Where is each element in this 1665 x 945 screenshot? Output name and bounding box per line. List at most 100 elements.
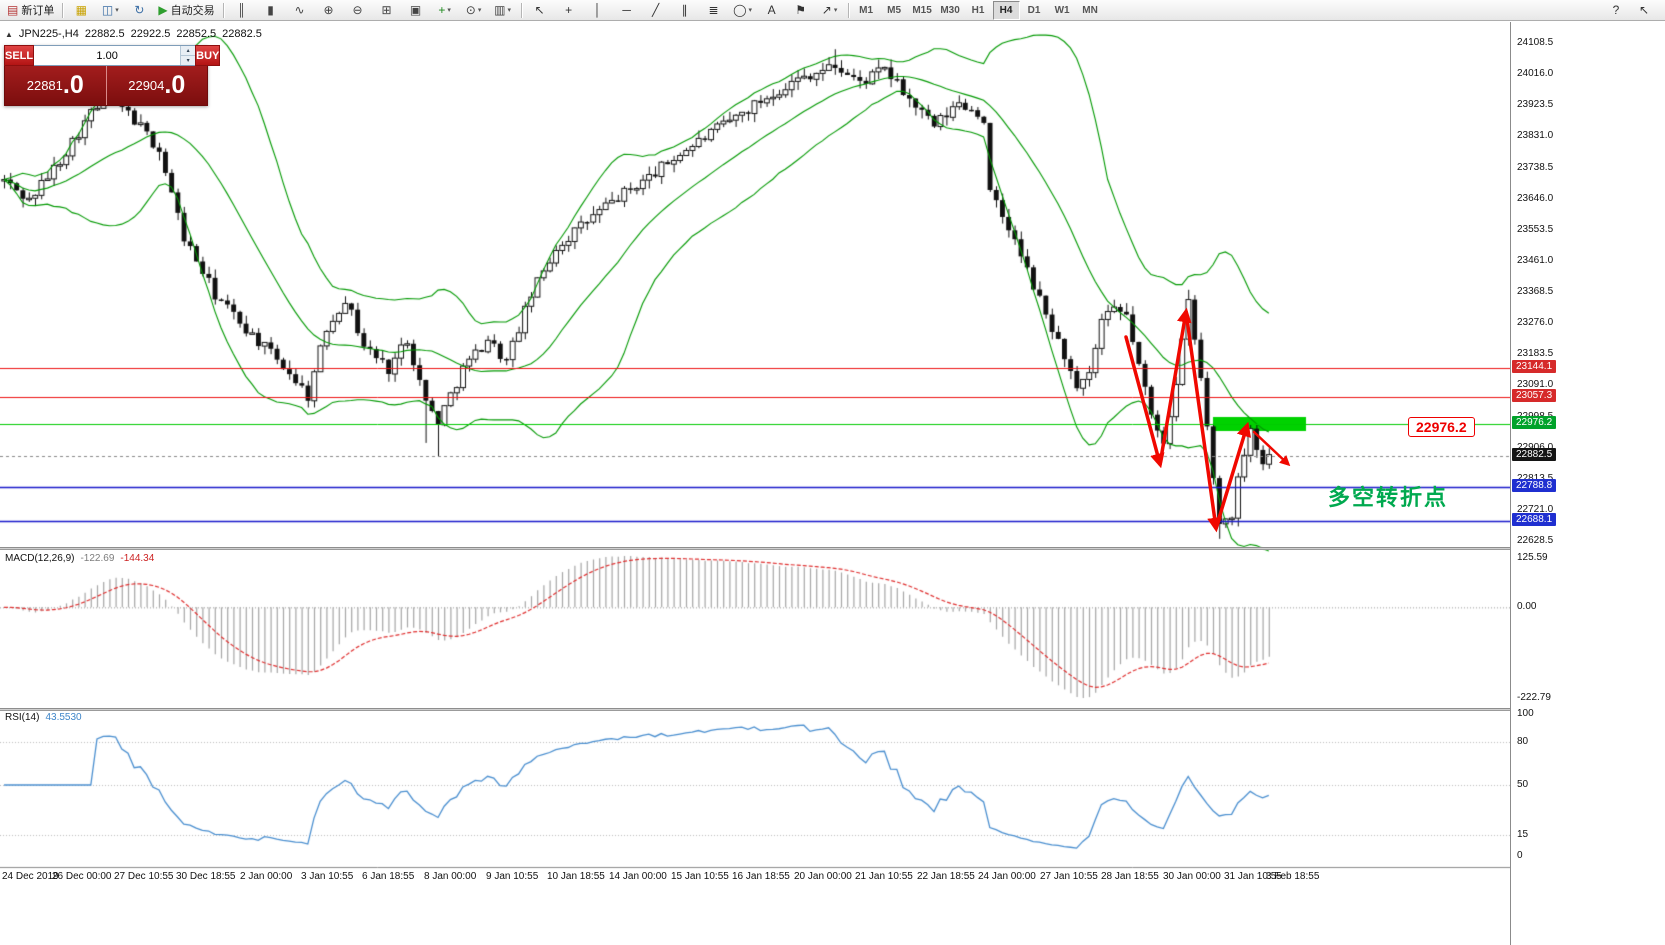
text-label-button[interactable]: ⚑ bbox=[787, 0, 815, 20]
timeframe-m1-button[interactable]: M1 bbox=[859, 4, 874, 16]
refresh-icon: ↻ bbox=[134, 3, 145, 17]
timeframe-d1-button[interactable]: D1 bbox=[1027, 4, 1041, 16]
candlestick-button[interactable]: ▮ bbox=[257, 0, 285, 20]
volume-input[interactable] bbox=[34, 46, 181, 65]
vertical-line-icon: │ bbox=[593, 3, 602, 17]
macd-name: MACD(12,26,9) bbox=[5, 553, 75, 564]
time-axis-label: 10 Jan 18:55 bbox=[547, 871, 605, 882]
macd-signal-value: -144.34 bbox=[120, 553, 155, 564]
new-chart-button[interactable]: ▦ bbox=[67, 0, 95, 20]
rsi-indicator-label: RSI(14) 43.5530 bbox=[5, 712, 82, 723]
timeframe-h4-button[interactable]: H4 bbox=[992, 0, 1020, 20]
timeframe-w1-button[interactable]: W1 bbox=[1054, 4, 1070, 16]
macd-scale-label: 0.00 bbox=[1517, 601, 1537, 613]
price-axis-label: 22906.0 bbox=[1517, 442, 1553, 453]
buy-price-main: 22904 bbox=[128, 78, 165, 93]
help-button[interactable]: ? bbox=[1602, 0, 1630, 20]
price-line-badge: 23144.1 bbox=[1512, 359, 1557, 373]
timeframe-m15-button[interactable]: M15 bbox=[912, 4, 932, 16]
buy-price-big-digit: .0 bbox=[164, 71, 186, 99]
arrows-icon: ↗ bbox=[821, 3, 832, 17]
zoom-in-button[interactable]: ⊕ bbox=[315, 0, 343, 20]
cascade-windows-icon: ▣ bbox=[409, 3, 422, 17]
sell-price[interactable]: 22881.0 bbox=[5, 66, 106, 105]
fibonacci-button[interactable]: ≣ bbox=[700, 0, 728, 20]
cascade-windows-button[interactable]: ▣ bbox=[402, 0, 430, 20]
time-axis-label: 30 Jan 00:00 bbox=[1163, 871, 1221, 882]
timeframe-m30-button[interactable]: M30 bbox=[940, 4, 960, 16]
templates-button[interactable]: ▥ ▾ bbox=[489, 0, 517, 20]
ohlc-close: 22882.5 bbox=[222, 28, 262, 40]
crosshair-button[interactable]: + bbox=[555, 0, 583, 20]
timeframe-mn-button[interactable]: MN bbox=[1082, 4, 1098, 16]
refresh-button[interactable]: ↻ bbox=[125, 0, 153, 20]
whats-this-icon: ↖ bbox=[1638, 3, 1650, 17]
zoom-out-icon: ⊖ bbox=[352, 3, 363, 17]
panel-separator-macd[interactable] bbox=[0, 547, 1665, 550]
indicators-button[interactable]: + ▾ bbox=[431, 0, 459, 20]
zoom-out-button[interactable]: ⊖ bbox=[344, 0, 372, 20]
bar-chart-button[interactable]: ║ bbox=[228, 0, 256, 20]
chart-window[interactable]: ▲ JPN225-,H4 22882.5 22922.5 22852.5 228… bbox=[0, 22, 1665, 945]
profiles-button[interactable]: ◫ ▾ bbox=[96, 0, 124, 20]
fibonacci-icon: ≣ bbox=[708, 3, 719, 17]
volume-up-button[interactable]: ▴ bbox=[181, 46, 196, 56]
price-line-badge: 22788.8 bbox=[1512, 479, 1557, 493]
symbol-period-label: JPN225-,H4 bbox=[18, 28, 79, 40]
auto-trading-button-label: 自动交易 bbox=[170, 5, 215, 17]
vertical-line-button[interactable]: │ bbox=[584, 0, 612, 20]
time-axis-label: 6 Jan 18:55 bbox=[362, 871, 415, 882]
sell-button[interactable]: SELL bbox=[4, 45, 35, 66]
time-axis-label: 21 Jan 10:55 bbox=[855, 871, 913, 882]
new-order-button[interactable]: ▤ 新订单 bbox=[3, 0, 58, 20]
periods-button[interactable]: ⊙ ▾ bbox=[460, 0, 488, 20]
timeframe-h1-button[interactable]: H1 bbox=[971, 4, 985, 16]
auto-trading-button[interactable]: ▶ 自动交易 bbox=[154, 0, 218, 20]
price-axis-label: 24016.0 bbox=[1517, 68, 1554, 80]
price-line-badge: 22976.2 bbox=[1512, 416, 1557, 429]
ohlc-open: 22882.5 bbox=[84, 28, 125, 40]
time-axis-label: 15 Jan 10:55 bbox=[671, 871, 729, 882]
price-chart-canvas[interactable] bbox=[0, 22, 1510, 945]
whats-this-button[interactable]: ↖ bbox=[1630, 0, 1658, 20]
price-axis-label: 23738.5 bbox=[1517, 161, 1554, 173]
line-chart-button[interactable]: ∿ bbox=[286, 0, 314, 20]
panel-separator-rsi[interactable] bbox=[0, 708, 1665, 711]
crosshair-icon: + bbox=[565, 3, 573, 17]
volume-down-button[interactable]: ▾ bbox=[181, 56, 196, 65]
price-axis-label: 22628.5 bbox=[1517, 535, 1554, 546]
channel-button[interactable]: ∥ bbox=[671, 0, 699, 20]
text-label-icon: ⚑ bbox=[795, 3, 806, 17]
rsi-name: RSI(14) bbox=[5, 712, 40, 723]
new-chart-icon: ▦ bbox=[75, 3, 88, 17]
price-axis-label: 23923.5 bbox=[1517, 99, 1554, 111]
buy-price[interactable]: 22904.0 bbox=[107, 66, 208, 105]
collapse-triangle-icon[interactable]: ▲ bbox=[5, 29, 13, 39]
horizontal-line-button[interactable]: ─ bbox=[613, 0, 641, 20]
periods-button-dropdown-icon: ▾ bbox=[477, 7, 482, 14]
one-click-trading-panel: SELL ▴ ▾ BUY 22881.0 22904.0 bbox=[4, 45, 221, 106]
toolbar-separator bbox=[847, 2, 849, 18]
zoom-in-icon: ⊕ bbox=[323, 3, 334, 17]
sell-price-big-digit: .0 bbox=[62, 71, 84, 99]
chart-info-line: ▲ JPN225-,H4 22882.5 22922.5 22852.5 228… bbox=[5, 28, 262, 40]
rsi-scale-label: 0 bbox=[1517, 850, 1523, 861]
price-tag-annotation[interactable]: 22976.2 bbox=[1408, 417, 1475, 437]
cursor-button[interactable]: ↖ bbox=[526, 0, 554, 20]
macd-indicator-label: MACD(12,26,9) -122.69 -144.34 bbox=[5, 553, 154, 564]
buy-button[interactable]: BUY bbox=[195, 45, 221, 66]
turning-point-text[interactable]: 多空转折点 bbox=[1328, 485, 1449, 510]
time-axis-label: 9 Jan 10:55 bbox=[486, 871, 539, 882]
new-order-button-label: 新订单 bbox=[21, 5, 55, 17]
text-button[interactable]: A bbox=[758, 0, 786, 20]
tile-windows-button[interactable]: ⊞ bbox=[373, 0, 401, 20]
volume-spinner: ▴ ▾ bbox=[180, 46, 196, 65]
arrows-button[interactable]: ↗ ▾ bbox=[816, 0, 844, 20]
price-axis-column[interactable]: 24108.5 24016.0 23923.5 23831.0 23738.5 23646… bbox=[1510, 22, 1665, 945]
trendline-icon: ╱ bbox=[651, 3, 660, 17]
shapes-button[interactable]: ◯ ▾ bbox=[729, 0, 757, 20]
price-line-badge: 22688.1 bbox=[1512, 512, 1557, 526]
trendline-button[interactable]: ╱ bbox=[642, 0, 670, 20]
timeframe-m5-button[interactable]: M5 bbox=[887, 4, 902, 16]
